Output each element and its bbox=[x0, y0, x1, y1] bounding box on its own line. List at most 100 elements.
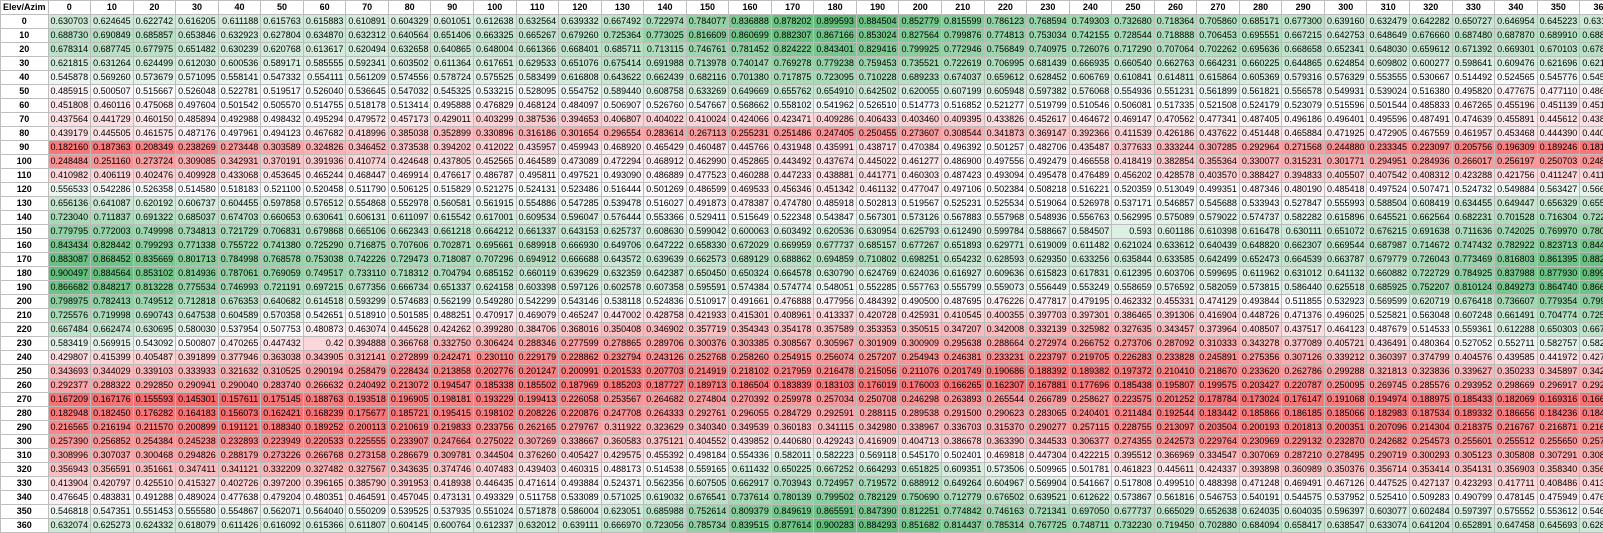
data-cell[interactable]: 0.344029 bbox=[90, 364, 134, 379]
data-cell[interactable]: 0.603492 bbox=[770, 224, 815, 239]
data-cell[interactable]: 0.678314 bbox=[47, 42, 92, 57]
data-cell[interactable]: 0.461277 bbox=[898, 154, 943, 169]
data-cell[interactable]: 0.628593 bbox=[983, 252, 1028, 267]
data-cell[interactable]: 0.182983 bbox=[1366, 406, 1411, 421]
data-cell[interactable]: 0.628452 bbox=[1026, 70, 1070, 85]
data-cell[interactable]: 0.717290 bbox=[1111, 42, 1155, 57]
column-header-cell[interactable]: 110 bbox=[515, 0, 560, 15]
data-cell[interactable]: 0.677300 bbox=[1281, 14, 1325, 29]
data-cell[interactable]: 0.477110 bbox=[1536, 84, 1581, 99]
data-cell[interactable]: 0.211484 bbox=[1111, 406, 1155, 421]
data-cell[interactable]: 0.608758 bbox=[643, 84, 687, 99]
data-cell[interactable]: 0.493884 bbox=[558, 476, 602, 491]
data-cell[interactable]: 0.292377 bbox=[47, 378, 92, 393]
data-cell[interactable]: 0.285576 bbox=[1409, 378, 1453, 393]
data-cell[interactable]: 0.353353 bbox=[855, 322, 900, 337]
data-cell[interactable]: 0.487679 bbox=[1366, 322, 1411, 337]
column-header-cell[interactable]: 130 bbox=[600, 0, 645, 15]
data-cell[interactable]: 0.582223 bbox=[813, 448, 857, 463]
data-cell[interactable]: 0.630703 bbox=[47, 14, 92, 29]
data-cell[interactable]: 0.660119 bbox=[515, 266, 560, 281]
data-cell[interactable]: 0.486900 bbox=[941, 154, 985, 169]
data-cell[interactable]: 0.559073 bbox=[983, 280, 1028, 295]
data-cell[interactable]: 0.254384 bbox=[132, 434, 177, 449]
data-cell[interactable]: 0.507753 bbox=[260, 322, 304, 337]
data-cell[interactable]: 0.525231 bbox=[941, 196, 985, 211]
data-cell[interactable]: 0.301771 bbox=[1323, 154, 1368, 169]
data-cell[interactable]: 0.606737 bbox=[175, 196, 219, 211]
data-cell[interactable]: 0.779238 bbox=[813, 56, 857, 71]
data-cell[interactable]: 0.633612 bbox=[1153, 238, 1198, 253]
data-cell[interactable]: 0.674037 bbox=[941, 70, 985, 85]
data-cell[interactable]: 0.721341 bbox=[1026, 504, 1070, 519]
data-cell[interactable]: 0.467126 bbox=[1323, 476, 1368, 491]
data-cell[interactable]: 0.373538 bbox=[387, 140, 432, 155]
data-cell[interactable]: 0.215056 bbox=[855, 364, 900, 379]
row-header-cell[interactable]: 330 bbox=[0, 476, 49, 491]
data-cell[interactable]: 0.223097 bbox=[1409, 140, 1453, 155]
data-cell[interactable]: 0.247664 bbox=[430, 434, 474, 449]
data-cell[interactable]: 0.216478 bbox=[813, 364, 857, 379]
data-cell[interactable]: 0.689910 bbox=[1536, 28, 1581, 43]
data-cell[interactable]: 0.608419 bbox=[1409, 196, 1453, 211]
data-cell[interactable]: 0.333933 bbox=[175, 364, 219, 379]
data-cell[interactable]: 0.175677 bbox=[345, 406, 389, 421]
data-cell[interactable]: 0.704774 bbox=[1536, 308, 1581, 323]
data-cell[interactable]: 0.526978 bbox=[1068, 196, 1113, 211]
data-cell[interactable]: 0.561821 bbox=[1238, 84, 1283, 99]
data-cell[interactable]: 0.195415 bbox=[430, 406, 474, 421]
data-cell[interactable]: 0.347207 bbox=[941, 322, 985, 337]
data-cell[interactable]: 0.710228 bbox=[855, 70, 900, 85]
data-cell[interactable]: 0.662573 bbox=[685, 252, 730, 267]
data-cell[interactable]: 0.732230 bbox=[1111, 518, 1155, 533]
data-cell[interactable]: 0.665106 bbox=[345, 224, 389, 239]
data-cell[interactable]: 0.352899 bbox=[430, 126, 474, 141]
data-cell[interactable]: 0.437674 bbox=[813, 154, 857, 169]
data-cell[interactable]: 0.195807 bbox=[1153, 378, 1198, 393]
data-cell[interactable]: 0.576592 bbox=[1153, 280, 1198, 295]
data-cell[interactable]: 0.244880 bbox=[1323, 140, 1368, 155]
data-cell[interactable]: 0.603077 bbox=[1366, 504, 1411, 519]
data-cell[interactable]: 0.732680 bbox=[1111, 14, 1155, 29]
data-cell[interactable]: 0.292591 bbox=[813, 406, 857, 421]
data-cell[interactable]: 0.569915 bbox=[90, 336, 134, 351]
data-cell[interactable]: 0.191121 bbox=[217, 420, 262, 435]
data-cell[interactable]: 0.457045 bbox=[387, 490, 432, 505]
data-cell[interactable]: 0.719998 bbox=[90, 308, 134, 323]
data-cell[interactable]: 0.593 bbox=[1111, 224, 1155, 239]
data-cell[interactable]: 0.228755 bbox=[1111, 420, 1155, 435]
data-cell[interactable]: 0.441771 bbox=[855, 168, 900, 183]
data-cell[interactable]: 0.404713 bbox=[898, 434, 943, 449]
data-cell[interactable]: 0.799119 bbox=[1579, 294, 1603, 309]
data-cell[interactable]: 0.677737 bbox=[813, 238, 857, 253]
data-cell[interactable]: 0.554886 bbox=[515, 196, 560, 211]
data-cell[interactable]: 0.653846 bbox=[175, 28, 219, 43]
data-cell[interactable]: 0.640564 bbox=[387, 28, 432, 43]
data-cell[interactable]: 0.695636 bbox=[1238, 42, 1283, 57]
column-header-cell[interactable]: 350 bbox=[1536, 0, 1581, 15]
data-cell[interactable]: 0.200193 bbox=[1238, 420, 1283, 435]
data-cell[interactable]: 0.521508 bbox=[1196, 98, 1240, 113]
data-cell[interactable]: 0.520359 bbox=[1111, 182, 1155, 197]
data-cell[interactable]: 0.768594 bbox=[1026, 14, 1070, 29]
data-cell[interactable]: 0.330077 bbox=[1238, 154, 1283, 169]
data-cell[interactable]: 0.488173 bbox=[600, 462, 645, 477]
data-cell[interactable]: 0.559361 bbox=[1451, 322, 1496, 337]
data-cell[interactable]: 0.410774 bbox=[345, 154, 389, 169]
data-cell[interactable]: 0.576068 bbox=[1068, 84, 1113, 99]
data-cell[interactable]: 0.307126 bbox=[1281, 350, 1325, 365]
data-cell[interactable]: 0.617831 bbox=[1068, 266, 1113, 281]
data-cell[interactable]: 0.652638 bbox=[1196, 504, 1240, 519]
data-cell[interactable]: 0.437622 bbox=[1196, 126, 1240, 141]
data-cell[interactable]: 0.518178 bbox=[345, 98, 389, 113]
data-cell[interactable]: 0.301654 bbox=[558, 126, 602, 141]
column-header-cell[interactable]: 150 bbox=[685, 0, 730, 15]
data-cell[interactable]: 0.625793 bbox=[898, 224, 943, 239]
data-cell[interactable]: 0.470265 bbox=[217, 336, 262, 351]
data-cell[interactable]: 0.717875 bbox=[770, 70, 815, 85]
data-cell[interactable]: 0.583499 bbox=[515, 70, 560, 85]
data-cell[interactable]: 0.421756 bbox=[1494, 168, 1538, 183]
data-cell[interactable]: 0.486249 bbox=[1579, 84, 1603, 99]
data-cell[interactable]: 0.514538 bbox=[643, 462, 687, 477]
data-cell[interactable]: 0.582011 bbox=[770, 448, 815, 463]
